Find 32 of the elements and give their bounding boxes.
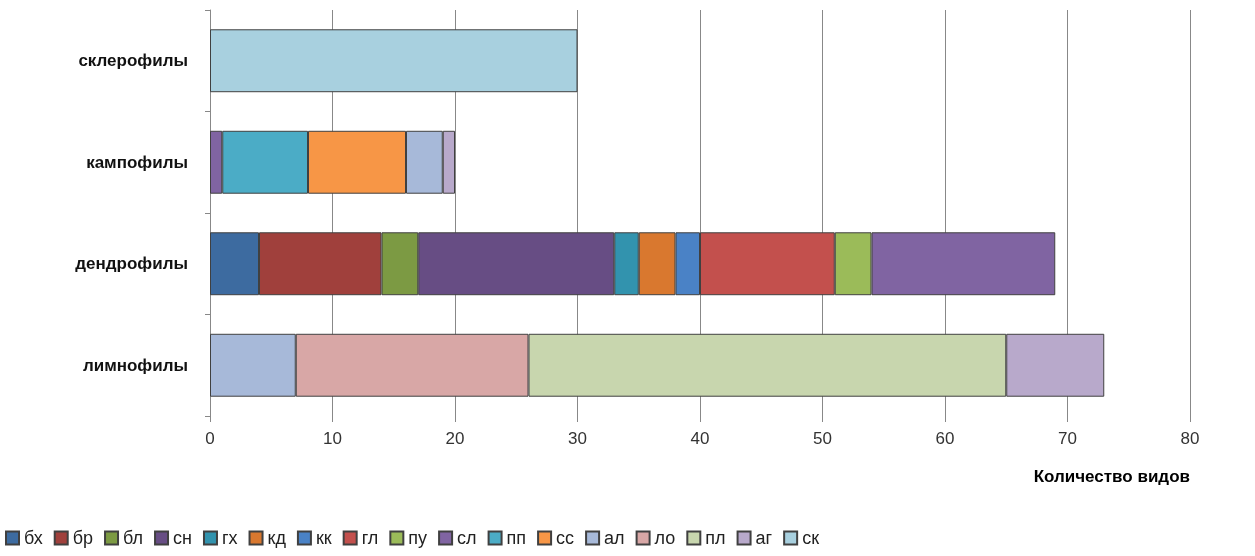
y-tick-label: склерофилы [78, 51, 188, 71]
legend-label: ло [654, 528, 676, 548]
y-tick-label: дендрофилы [75, 254, 188, 274]
bar [210, 29, 578, 93]
legend-label: пп [506, 528, 527, 548]
x-tick-label: 80 [1180, 429, 1200, 448]
x-tick-label: 10 [323, 429, 342, 448]
legend-label: сс [556, 528, 575, 548]
legend-label: кк [315, 528, 332, 548]
legend-label: пл [705, 528, 726, 548]
legend-label: бх [24, 528, 43, 548]
legend-label: гл [361, 528, 379, 548]
y-tick-label: лимнофилы [82, 355, 188, 375]
legend-label: бл [123, 528, 144, 548]
x-tick-label: 60 [935, 429, 955, 448]
legend-label: ск [802, 528, 820, 548]
legend-label: сл [457, 528, 477, 548]
x-tick-label: 40 [690, 429, 710, 448]
x-tick-label: 0 [205, 429, 215, 448]
legend-label: бр [72, 528, 94, 548]
x-tick-label: 30 [568, 429, 587, 448]
x-tick-label: 50 [813, 429, 832, 448]
legend-label: сн [173, 528, 192, 548]
legend-label: пу [408, 528, 428, 548]
legend-label: аг [755, 528, 773, 548]
x-tick-label: 70 [1058, 429, 1077, 448]
y-tick-label: кампофилы [86, 152, 188, 172]
legend-label: гх [221, 528, 238, 548]
x-tick-label: 20 [445, 429, 465, 448]
legend-label: кд [267, 528, 287, 548]
x-axis-title: Количество видов [1033, 467, 1190, 486]
legend-label: ал [604, 528, 625, 548]
